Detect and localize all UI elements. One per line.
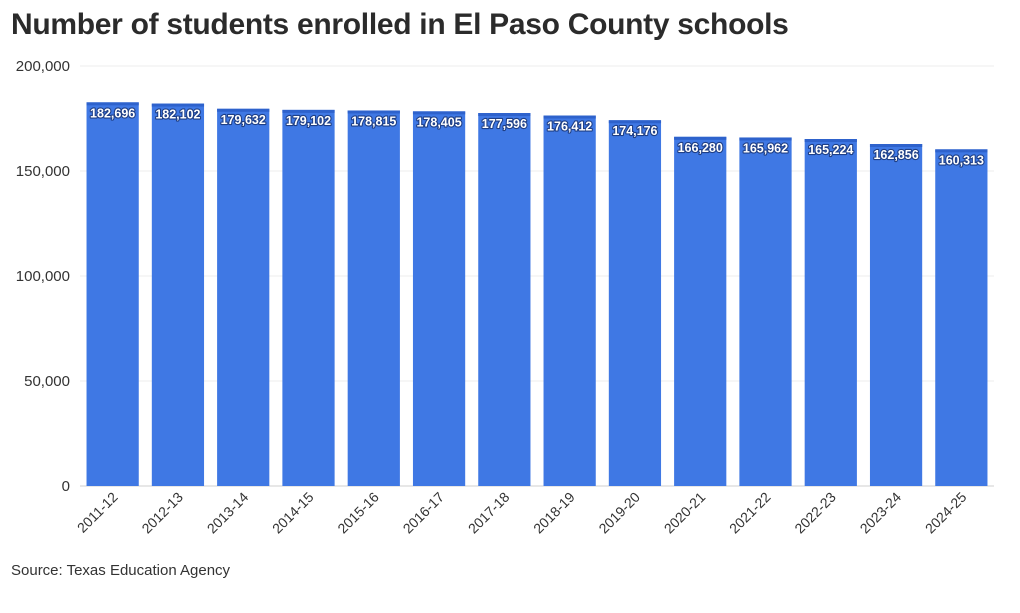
bar-value-label: 179,102: [286, 114, 331, 128]
bar: [804, 139, 857, 486]
x-tick-label: 2023-24: [857, 489, 905, 537]
x-tick-label: 2024-25: [922, 489, 970, 537]
bar-top-edge: [804, 139, 857, 143]
bar-value-label: 162,856: [873, 148, 918, 162]
bar-top-edge: [412, 111, 466, 115]
x-tick-label: 2020-21: [661, 489, 709, 537]
bar-value-label: 165,962: [743, 141, 788, 155]
x-tick-label: 2017-18: [465, 489, 513, 537]
x-tick-label: 2014-15: [269, 489, 317, 537]
bar: [935, 149, 988, 486]
bar-top-edge: [86, 102, 139, 106]
bar: [608, 120, 662, 486]
bar-value-label: 182,102: [155, 108, 200, 122]
bar-value-label: 179,632: [221, 113, 266, 127]
bar-top-edge: [739, 137, 792, 141]
chart-title: Number of students enrolled in El Paso C…: [11, 8, 789, 41]
y-axis: 0 50,000 100,000 150,000 200,000: [16, 58, 70, 495]
bar-top-edge: [217, 108, 270, 112]
y-tick-label: 0: [62, 478, 70, 495]
bar-value-label: 166,280: [678, 141, 723, 155]
bar: [412, 111, 466, 487]
x-tick-label: 2022-23: [791, 489, 839, 537]
x-tick-label: 2015-16: [334, 489, 382, 537]
bar: [86, 102, 139, 486]
bar-value-label: 174,176: [612, 124, 657, 138]
y-tick-label: 150,000: [16, 163, 70, 180]
bar-top-edge: [674, 136, 727, 140]
bar-top-edge: [282, 109, 335, 113]
bar-value-label: 165,224: [808, 143, 853, 157]
x-tick-label: 2013-14: [204, 489, 252, 537]
bar-value-label: 178,405: [416, 115, 461, 129]
y-tick-label: 50,000: [24, 373, 70, 390]
bar-value-label: 182,696: [90, 106, 135, 120]
bar: [674, 136, 727, 486]
bar-top-edge: [608, 120, 662, 124]
bar: [151, 103, 205, 486]
bar-top-edge: [543, 115, 596, 119]
bar-value-label: 160,313: [939, 153, 984, 167]
bar-top-edge: [151, 103, 205, 107]
bar: [347, 110, 400, 487]
y-tick-label: 200,000: [16, 58, 70, 75]
bar: [869, 144, 923, 487]
x-tick-label: 2012-13: [138, 489, 186, 537]
bar-value-label: 177,596: [482, 117, 527, 131]
x-tick-label: 2016-17: [400, 489, 448, 537]
bar-value-label: 178,815: [351, 114, 396, 128]
x-tick-label: 2018-19: [530, 489, 578, 537]
bar: [478, 113, 531, 486]
x-tick-label: 2019-20: [595, 489, 643, 537]
x-axis: 2011-12 2012-13 2013-14 2014-15 2015-16 2016-…: [74, 489, 970, 537]
bar-top-edge: [935, 149, 988, 153]
bar: [282, 109, 335, 486]
x-tick-label: 2021-22: [726, 489, 774, 537]
y-tick-label: 100,000: [16, 268, 70, 285]
x-tick-label: 2011-12: [74, 489, 121, 536]
bar-top-edge: [347, 110, 400, 114]
bar: [217, 108, 270, 486]
source-note: Source: Texas Education Agency: [11, 562, 231, 579]
bar-value-label: 176,412: [547, 120, 592, 134]
bar: [543, 115, 596, 487]
data-labels: 182,696 182,102 179,632 179,102 178,815 178,4…: [89, 105, 985, 168]
bars: [86, 102, 988, 487]
bar: [739, 137, 792, 486]
bar-top-edge: [478, 113, 531, 117]
bar-top-edge: [869, 144, 923, 148]
